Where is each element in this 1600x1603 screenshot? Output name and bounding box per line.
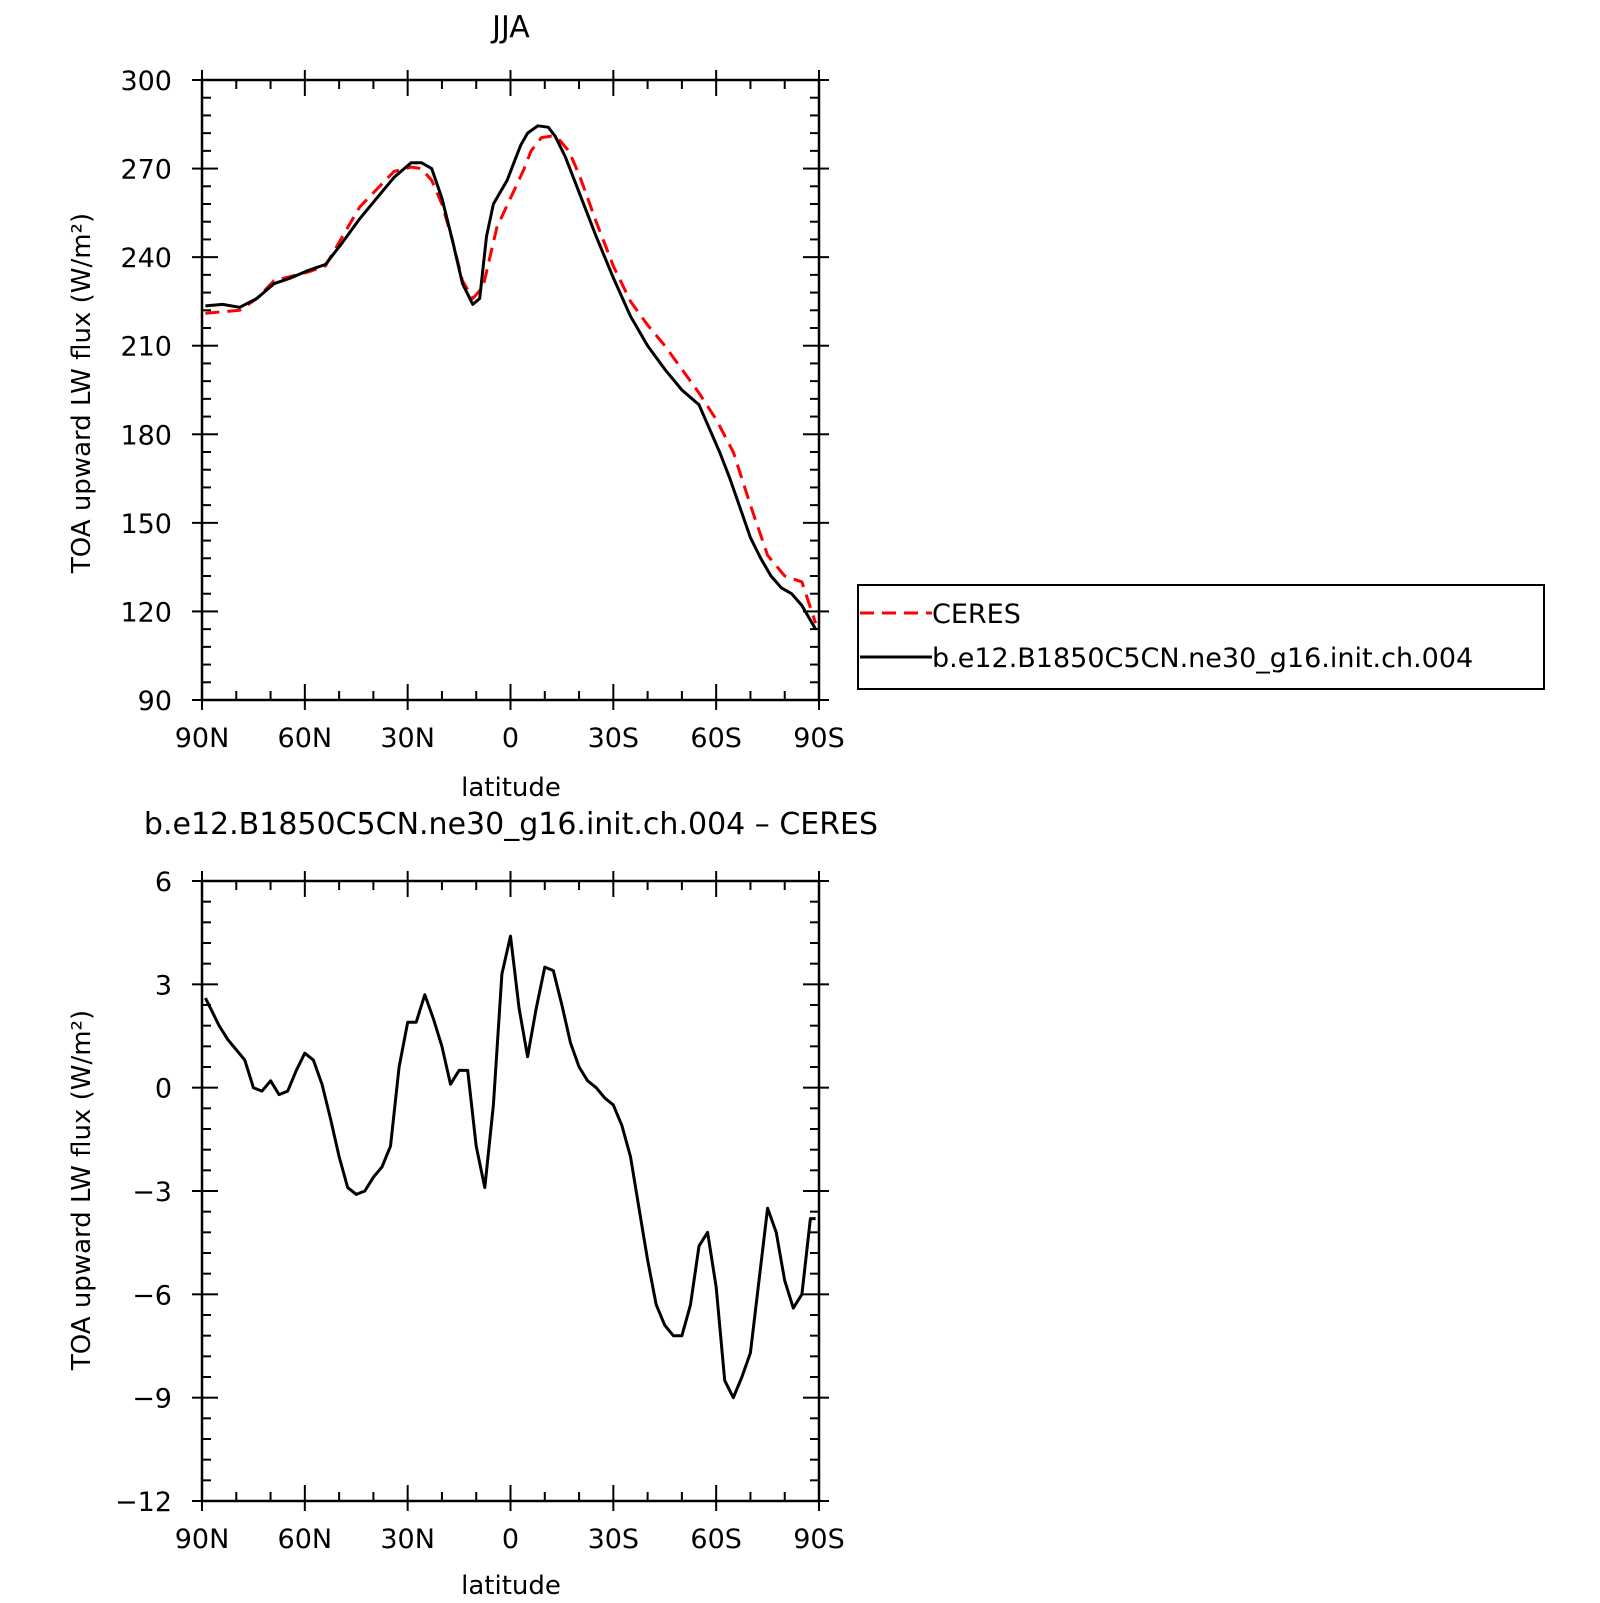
top-chart-series-line-model	[205, 124, 817, 630]
top-chart-legend: CERES b.e12.B1850C5CN.ne30_g16.init.ch.0…	[857, 584, 1545, 690]
top-chart-x-tick-label: 30N	[380, 723, 435, 754]
top-chart-x-tick-label: 60S	[690, 723, 742, 754]
top-chart-y-tick-label: 180	[120, 420, 172, 451]
bottom-chart-x-tick-label: 90S	[793, 1524, 845, 1555]
top-chart-y-tick-label: 150	[120, 509, 172, 540]
top-chart-y-tick-label: 210	[120, 332, 172, 363]
top-chart-title: JJA	[490, 10, 530, 45]
bottom-chart-x-tick-label: 90N	[175, 1524, 230, 1555]
top-chart-y-tick-label: 270	[120, 155, 172, 186]
top-chart-series-line-ceres	[205, 134, 818, 624]
bottom-chart-title: b.e12.B1850C5CN.ne30_g16.init.ch.004 – C…	[144, 807, 878, 842]
bottom-chart-plot-frame	[200, 879, 821, 1503]
top-chart-x-axis-label: latitude	[461, 773, 561, 803]
bottom-chart-y-tick-label: 0	[155, 1074, 172, 1105]
top-chart-x-tick-label: 30S	[588, 723, 640, 754]
top-chart-y-axis-label: TOA upward LW flux (W/m²)	[67, 213, 97, 574]
top-panel: JJA latitude TOA upward LW flux (W/m²) 9…	[67, 10, 845, 803]
top-chart-x-tick-label: 60N	[278, 723, 333, 754]
legend-box	[857, 584, 1545, 690]
bottom-chart-y-tick-label: −6	[132, 1280, 172, 1311]
bottom-chart-x-tick-label: 30N	[380, 1524, 435, 1555]
bottom-chart-series-line-difference	[204, 934, 816, 1400]
top-chart-x-tick-label: 0	[502, 723, 519, 754]
top-chart-x-tick-label: 90S	[793, 723, 845, 754]
top-chart-y-tick-label: 240	[120, 243, 172, 274]
bottom-chart-y-tick-label: −3	[132, 1177, 172, 1208]
bottom-chart-y-tick-label: −12	[115, 1487, 172, 1518]
bottom-chart-x-tick-label: 0	[502, 1524, 519, 1555]
bottom-chart-y-tick-label: 3	[155, 970, 172, 1001]
bottom-chart-y-tick-label: −9	[132, 1384, 172, 1415]
bottom-chart-y-tick-label: 6	[155, 867, 172, 898]
legend-label-model: b.e12.B1850C5CN.ne30_g16.init.ch.004	[932, 643, 1473, 674]
bottom-chart-y-axis-label: TOA upward LW flux (W/m²)	[67, 1010, 97, 1371]
bottom-chart-x-axis-label: latitude	[461, 1571, 561, 1601]
top-chart-y-tick-label: 300	[120, 66, 172, 97]
bottom-chart-x-tick-label: 60S	[690, 1524, 742, 1555]
bottom-chart-x-tick-label: 60N	[278, 1524, 333, 1555]
top-chart-x-tick-label: 90N	[175, 723, 230, 754]
top-chart-y-tick-label: 120	[120, 597, 172, 628]
top-chart-y-tick-label: 90	[138, 686, 172, 717]
legend-label-ceres: CERES	[932, 599, 1021, 630]
bottom-chart-x-tick-label: 30S	[588, 1524, 640, 1555]
bottom-panel: b.e12.B1850C5CN.ne30_g16.init.ch.004 – C…	[67, 807, 878, 1601]
